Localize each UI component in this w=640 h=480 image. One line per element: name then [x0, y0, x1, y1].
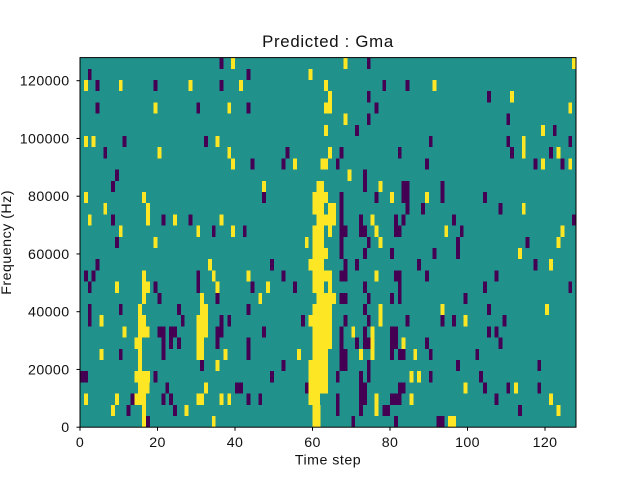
svg-text:100: 100: [455, 435, 480, 451]
svg-text:40: 40: [227, 435, 244, 451]
svg-text:60000: 60000: [28, 247, 69, 263]
svg-text:0: 0: [61, 420, 69, 436]
svg-text:0: 0: [76, 435, 84, 451]
svg-text:60: 60: [304, 435, 321, 451]
svg-text:120000: 120000: [20, 74, 70, 90]
svg-text:Frequency (Hz): Frequency (Hz): [0, 190, 15, 295]
svg-text:20000: 20000: [28, 362, 69, 378]
svg-text:Time step: Time step: [295, 453, 361, 469]
svg-text:100000: 100000: [20, 131, 70, 147]
svg-text:80: 80: [382, 435, 399, 451]
svg-text:20: 20: [149, 435, 166, 451]
svg-text:40000: 40000: [28, 305, 69, 321]
svg-text:120: 120: [533, 435, 558, 451]
svg-text:80000: 80000: [28, 189, 69, 205]
svg-text:Predicted : Gma: Predicted : Gma: [262, 32, 394, 51]
